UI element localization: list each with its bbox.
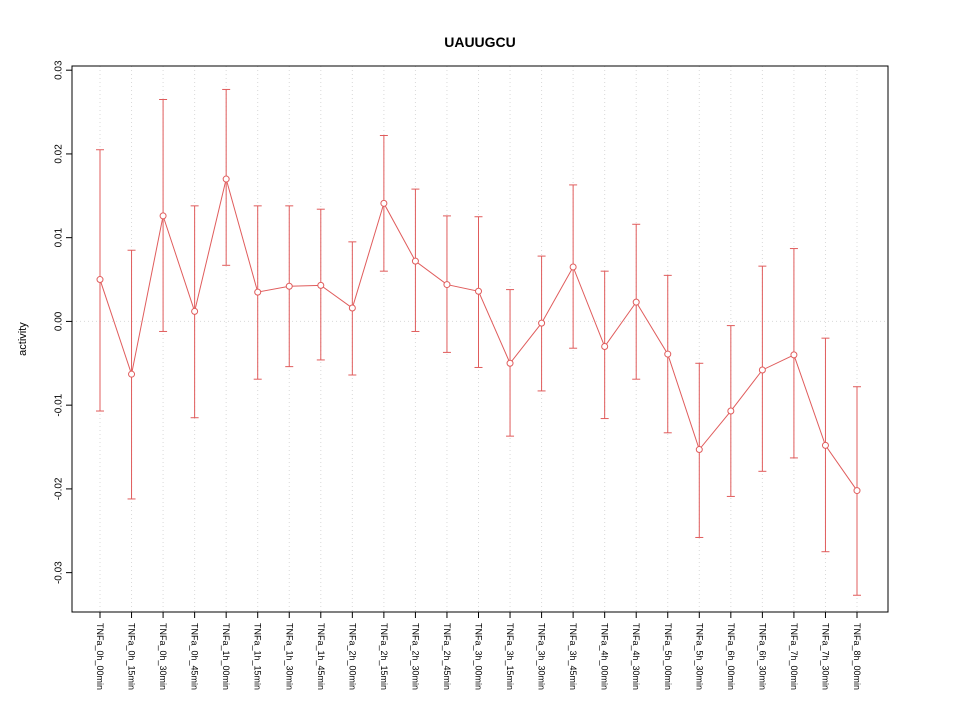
x-tick-label: TNFa_1h_30min <box>284 623 294 690</box>
data-point <box>727 407 735 415</box>
data-point <box>96 276 104 284</box>
x-tick-label: TNFa_0h_45min <box>190 623 200 690</box>
x-tick-label: TNFa_0h_30min <box>158 623 168 690</box>
y-tick-label: 0.02 <box>54 144 65 164</box>
x-tick-label: TNFa_0h_00min <box>95 623 105 690</box>
x-tick-label: TNFa_7h_30min <box>820 623 830 690</box>
x-tick-label: TNFa_7h_00min <box>789 623 799 690</box>
plot-area: 0.03 0.02 0.01 0.00 -0.01 -0.02 -0.03 TNFa_0h_0… <box>54 60 889 690</box>
y-tick-label: 0.03 <box>54 60 65 80</box>
x-tick-label: TNFa_5h_30min <box>694 623 704 690</box>
data-point <box>348 304 356 312</box>
data-point <box>380 199 388 207</box>
y-tick-label: 0.00 <box>54 311 65 331</box>
x-tick-label: TNFa_6h_00min <box>726 623 736 690</box>
data-point <box>632 298 640 306</box>
data-point <box>569 263 577 271</box>
data-point <box>538 319 546 327</box>
y-tick-label: -0.03 <box>54 561 65 584</box>
data-point <box>191 307 199 315</box>
x-tick-label: TNFa_1h_00min <box>221 623 231 690</box>
data-point <box>159 212 167 220</box>
x-tick-label: TNFa_3h_00min <box>474 623 484 690</box>
data-point <box>222 175 230 183</box>
y-tick-label: 0.01 <box>54 228 65 248</box>
x-tick-label: TNFa_4h_00min <box>600 623 610 690</box>
y-axis-label: activity <box>17 322 29 356</box>
x-tick-label: TNFa_2h_15min <box>379 623 389 690</box>
data-point <box>475 287 482 295</box>
data-point <box>853 487 861 495</box>
chart-title: UAUUGCU <box>444 34 516 50</box>
data-point <box>128 370 136 378</box>
data-point <box>317 281 325 289</box>
data-point <box>254 288 262 296</box>
x-tick-label: TNFa_1h_45min <box>316 623 326 690</box>
data-point <box>758 366 766 374</box>
data-point <box>411 257 419 265</box>
x-tick-label: TNFa_8h_00min <box>852 623 862 690</box>
x-tick-label: TNFa_0h_15min <box>127 623 137 690</box>
x-tick-label: TNFa_3h_30min <box>537 623 547 690</box>
x-tick-label: TNFa_3h_45min <box>568 623 578 690</box>
data-point <box>821 441 829 449</box>
data-point <box>601 343 609 351</box>
data-point <box>790 351 798 359</box>
data-point <box>695 446 703 454</box>
x-tick-label: TNFa_2h_00min <box>347 623 357 690</box>
x-tick-label: TNFa_1h_15min <box>253 623 263 690</box>
plot-border <box>71 65 889 613</box>
y-tick-label: -0.02 <box>54 477 65 500</box>
data-point <box>443 281 451 289</box>
x-tick-label: TNFa_2h_30min <box>410 623 420 690</box>
y-tick-label: -0.01 <box>54 393 65 416</box>
x-tick-label: TNFa_2h_45min <box>442 623 452 690</box>
x-tick-label: TNFa_6h_30min <box>757 623 767 690</box>
data-point <box>285 282 293 290</box>
x-tick-label: TNFa_5h_00min <box>663 623 673 690</box>
data-point <box>506 359 514 367</box>
x-tick-label: TNFa_4h_30min <box>631 623 641 690</box>
data-point <box>664 350 672 358</box>
x-tick-label: TNFa_3h_15min <box>505 623 515 690</box>
